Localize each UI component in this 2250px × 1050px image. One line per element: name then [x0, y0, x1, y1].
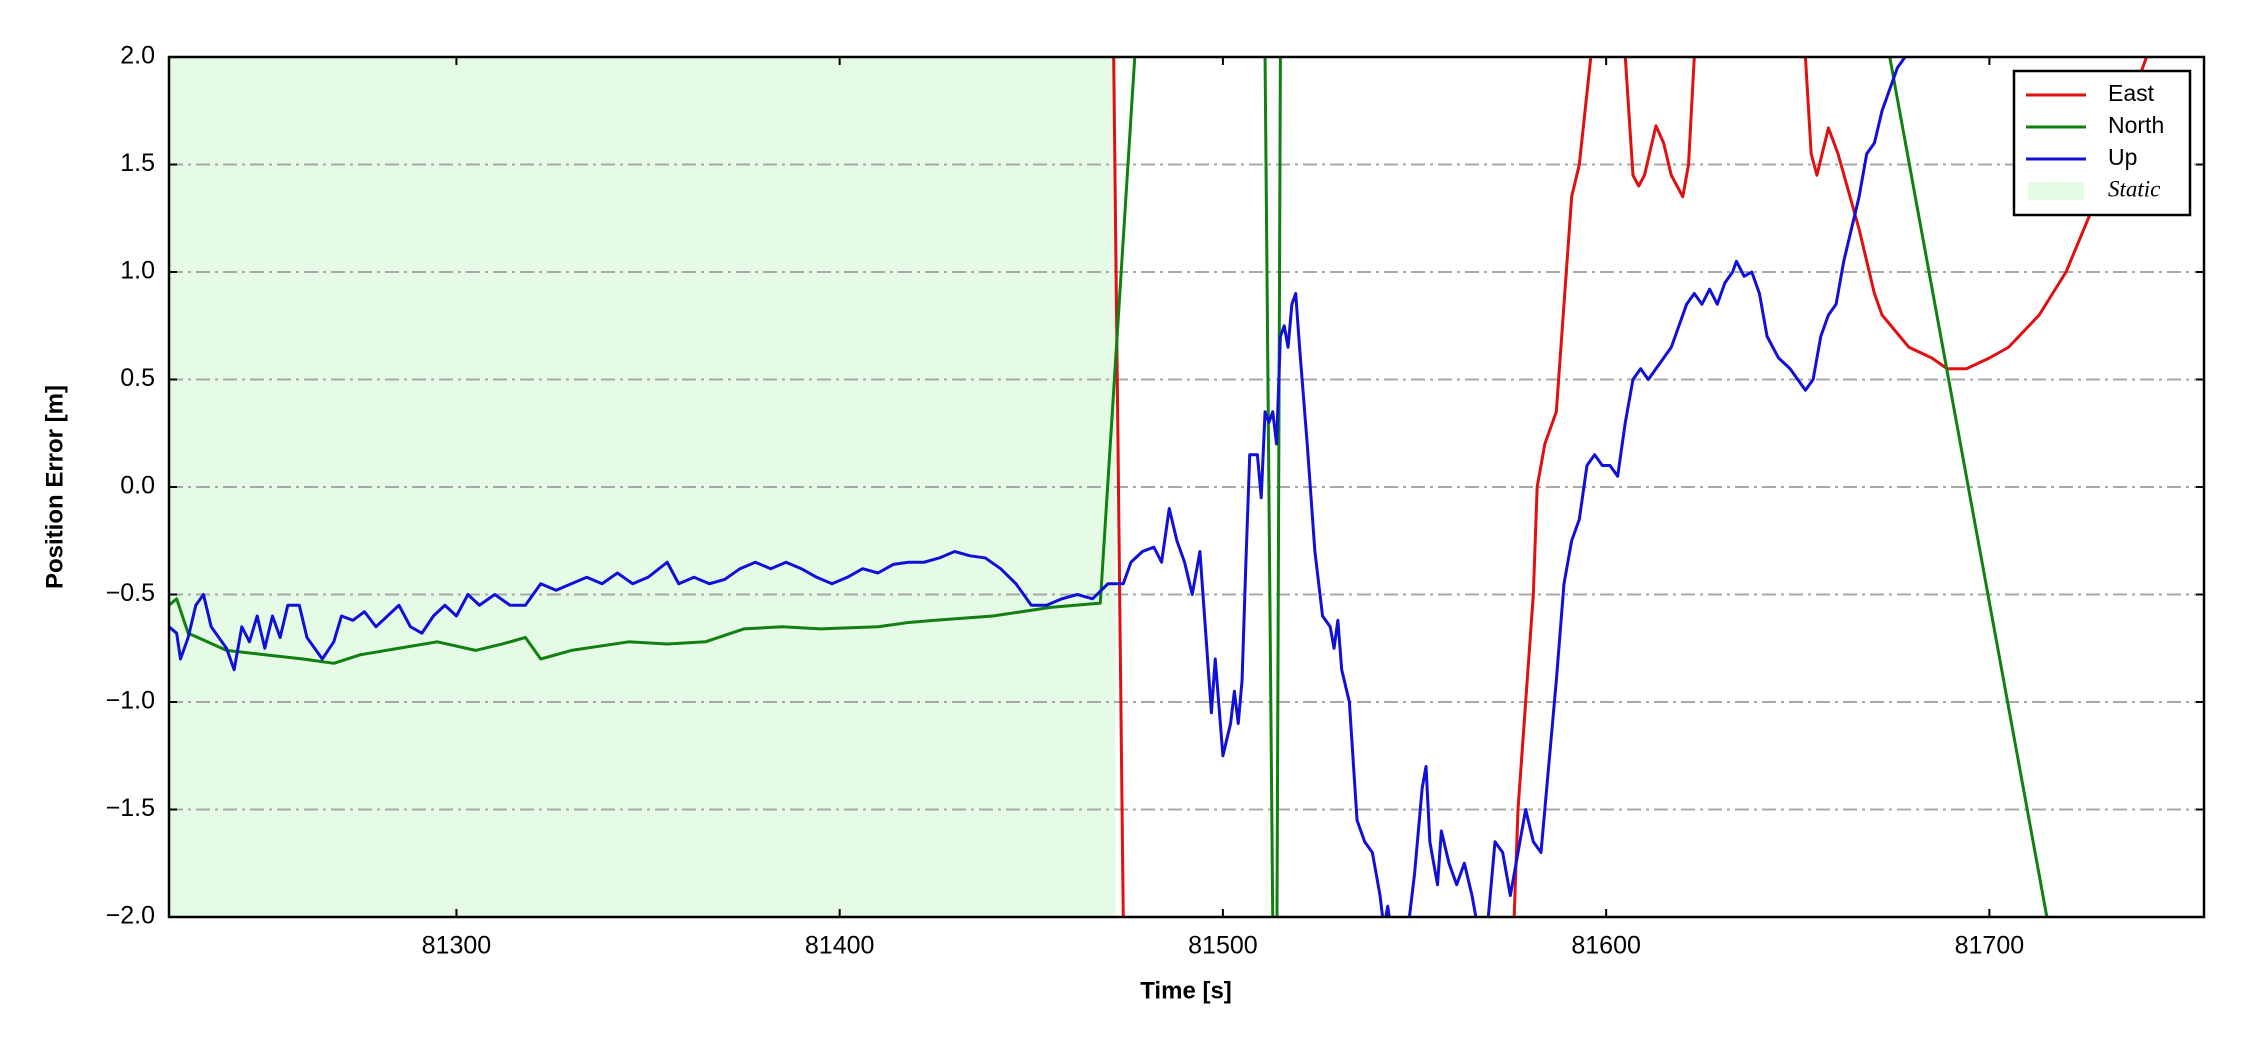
- x-tick-label: 81400: [805, 932, 875, 960]
- y-tick-label: −0.5: [106, 579, 155, 607]
- y-tick-label: 1.5: [120, 149, 155, 177]
- x-tick-label: 81300: [422, 932, 492, 960]
- series-line: [169, 57, 1907, 917]
- x-tick-label: 81600: [1571, 932, 1641, 960]
- y-tick-label: −2.0: [106, 902, 155, 930]
- y-tick-label: 2.0: [120, 42, 155, 70]
- y-tick-label: −1.5: [106, 794, 155, 822]
- y-tick-label: −1.0: [106, 687, 155, 715]
- x-tick-label: 81700: [1955, 932, 2025, 960]
- x-tick-label: 81500: [1188, 932, 1258, 960]
- legend-label: East: [2108, 80, 2155, 106]
- line-layer: [169, 57, 2149, 917]
- axis-layer: −2.0 −1.5 −1.0 −0.5 0.0 0.5 1.0 1.5 2.0 81300 8140…: [106, 42, 2206, 960]
- plot-frame: [167, 55, 2206, 919]
- legend-label: Up: [2108, 144, 2137, 170]
- series-line: [1112, 57, 2149, 917]
- y-tick-label: 0.0: [120, 472, 155, 500]
- y-tick-label: 1.0: [120, 257, 155, 285]
- legend-swatch: [2028, 182, 2084, 200]
- y-axis-label: Position Error [m]: [41, 385, 68, 589]
- x-axis-label: Time [s]: [1140, 977, 1232, 1004]
- legend-label: North: [2108, 112, 2164, 138]
- legend-label: Static: [2108, 176, 2160, 201]
- series-line: [169, 57, 2049, 917]
- legend: East North Up Static: [2012, 69, 2192, 217]
- y-tick-label: 0.5: [120, 364, 155, 392]
